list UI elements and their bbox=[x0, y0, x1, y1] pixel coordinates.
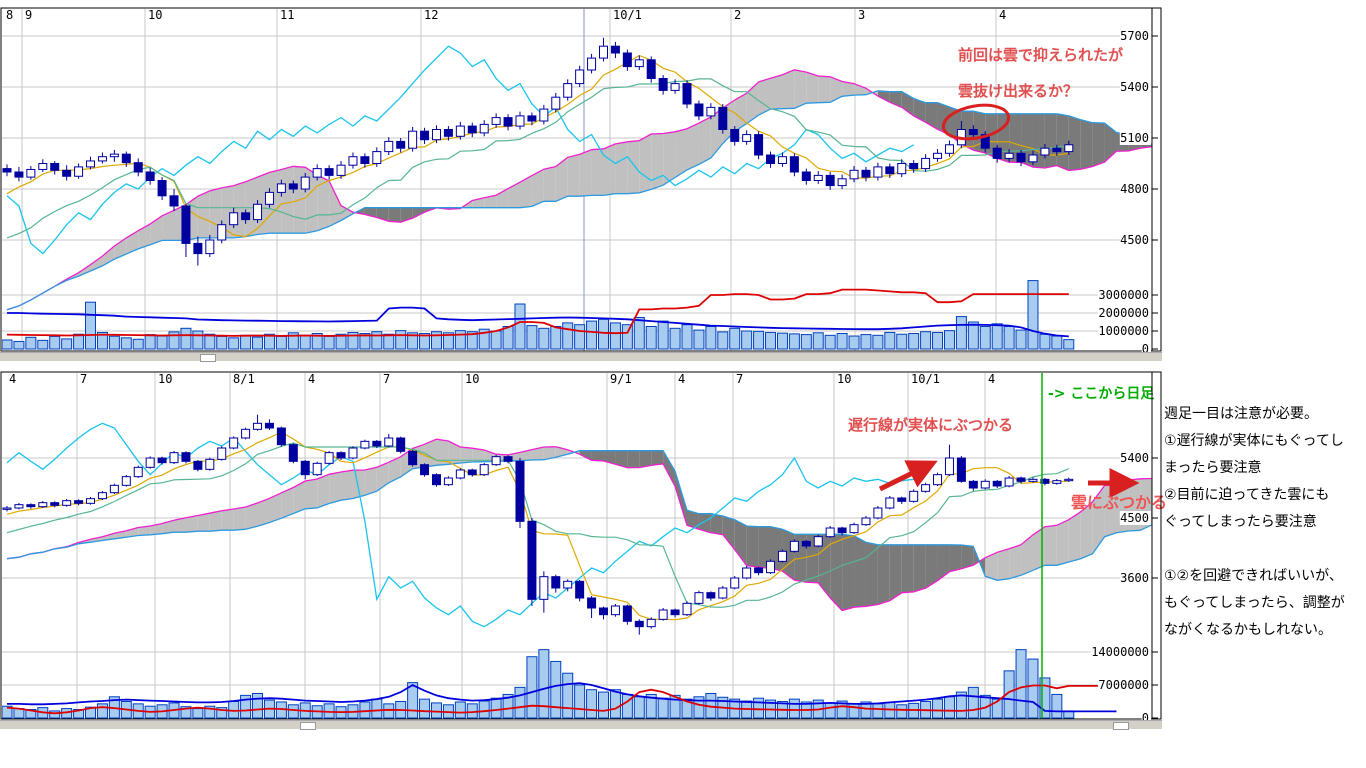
annotation-text: 前回は雲で抑えられたが bbox=[958, 46, 1124, 64]
kumo-cloud bbox=[7, 69, 1152, 310]
axis-labels: 8 9 10 11 12 10/1 2 3 4 5700 5400 5100 4800 4500 30000… bbox=[6, 8, 1158, 356]
x-tick-label: 10/1 bbox=[613, 8, 642, 22]
scrollbar-thumb[interactable] bbox=[1113, 722, 1129, 730]
y-tick-label: 4500 bbox=[1120, 233, 1149, 247]
annotation-ellipse bbox=[941, 103, 1011, 141]
side-note-line: ①②を回避できればいいが、 bbox=[1164, 568, 1343, 584]
tenkan-sen-line bbox=[6, 431, 1069, 621]
candles-layer bbox=[2, 414, 1074, 635]
side-note-line: ②目前に迫ってきた雲にも bbox=[1164, 487, 1330, 503]
x-tick-label: 9/1 bbox=[610, 372, 632, 386]
y-tick-label: 3000000 bbox=[1098, 288, 1149, 302]
x-tick-label: 8 bbox=[6, 8, 13, 22]
annotation-text: 遅行線が実体にぶつかる bbox=[848, 416, 1013, 434]
annotation-text: -> ここから日足 bbox=[1048, 386, 1155, 402]
x-tick-label: 4 bbox=[988, 372, 995, 386]
x-tick-label: 10 bbox=[465, 372, 479, 386]
x-tick-label: 7 bbox=[736, 372, 743, 386]
annotation-text: 雲にぶつかる bbox=[1071, 493, 1167, 512]
y-tick-label: 4800 bbox=[1120, 182, 1149, 196]
senkou-span-a-line bbox=[6, 438, 1152, 612]
y-tick-label: 14000000 bbox=[1091, 645, 1149, 659]
side-note-line bbox=[1164, 536, 1364, 563]
x-tick-label: 4 bbox=[9, 372, 16, 386]
x-tick-label: 10/1 bbox=[911, 372, 940, 386]
y-tick-label: 0 bbox=[1142, 711, 1149, 725]
volume-ma-blue-line bbox=[7, 306, 1069, 338]
side-note-line: 週足一目は注意が必要。 bbox=[1164, 406, 1318, 422]
x-tick-label: 10 bbox=[158, 372, 172, 386]
annotation-text: 雲抜け出来るか？ bbox=[958, 82, 1078, 100]
x-tick-label: 2 bbox=[734, 8, 741, 22]
scrollbar-thumb[interactable] bbox=[200, 354, 216, 362]
x-tick-label: 4 bbox=[678, 372, 685, 386]
side-note-line: ①遅行線が実体にもぐってし bbox=[1164, 433, 1344, 449]
x-tick-label: 12 bbox=[424, 8, 438, 22]
chikou-span-line bbox=[6, 45, 915, 255]
y-tick-label: 1000000 bbox=[1098, 324, 1149, 338]
volume-layer bbox=[2, 649, 1075, 719]
x-tick-label: 8/1 bbox=[233, 372, 255, 386]
volume-layer bbox=[2, 280, 1075, 350]
side-note-line: もぐってしまったら、調整が bbox=[1164, 595, 1345, 611]
kijun-sen-line bbox=[6, 78, 1069, 239]
x-tick-label: 11 bbox=[280, 8, 294, 22]
tenkan-sen-line bbox=[6, 54, 1069, 238]
x-tick-label: 9 bbox=[25, 8, 32, 22]
y-tick-label: 7000000 bbox=[1098, 678, 1149, 692]
y-tick-label: 5700 bbox=[1120, 29, 1149, 43]
kijun-sen-line bbox=[6, 442, 1070, 608]
scrollbar-strip[interactable] bbox=[0, 720, 1162, 730]
y-tick-label: 5400 bbox=[1120, 451, 1149, 465]
analyst-side-note: 週足一目は注意が必要。 ①遅行線が実体にもぐってし まったら要注意 ②目前に迫ってきた… bbox=[1164, 401, 1364, 644]
scrollbar-strip[interactable] bbox=[0, 352, 1162, 362]
y-tick-label: 0 bbox=[1142, 342, 1149, 356]
y-tick-label: 3600 bbox=[1120, 571, 1149, 585]
chikou-span-line bbox=[6, 422, 914, 628]
panel-border bbox=[0, 371, 1162, 720]
senkou-span-b-line bbox=[6, 450, 1152, 581]
x-tick-label: 7 bbox=[80, 372, 87, 386]
x-tick-label: 10 bbox=[837, 372, 851, 386]
volume-ma-red-line bbox=[6, 288, 1069, 337]
volume-ma-blue-line bbox=[7, 682, 1117, 713]
x-tick-label: 10 bbox=[148, 8, 162, 22]
side-note-line: ながくなるかもしれない。 bbox=[1164, 622, 1332, 638]
x-tick-label: 4 bbox=[999, 8, 1006, 22]
axis-labels: 4 7 10 8/1 4 7 10 9/1 4 7 10 10/1 4 5400 4500 3600 14000… bbox=[9, 372, 1158, 725]
x-tick-label: 7 bbox=[383, 372, 390, 386]
volume-ma-red-line bbox=[6, 684, 1141, 715]
annotation-arrow bbox=[878, 460, 938, 492]
y-tick-label: 5400 bbox=[1120, 80, 1149, 94]
x-tick-label: 4 bbox=[308, 372, 315, 386]
side-note-line: ぐってしまったら要注意 bbox=[1164, 514, 1317, 530]
y-tick-label: 4500 bbox=[1120, 511, 1149, 525]
y-tick-label: 5100 bbox=[1120, 131, 1149, 145]
candles-layer bbox=[2, 37, 1074, 266]
scrollbar-thumb[interactable] bbox=[300, 722, 316, 730]
side-note-line: まったら要注意 bbox=[1164, 460, 1262, 476]
x-tick-label: 3 bbox=[858, 8, 865, 22]
y-tick-label: 2000000 bbox=[1098, 306, 1149, 320]
panel-border bbox=[0, 7, 1162, 352]
